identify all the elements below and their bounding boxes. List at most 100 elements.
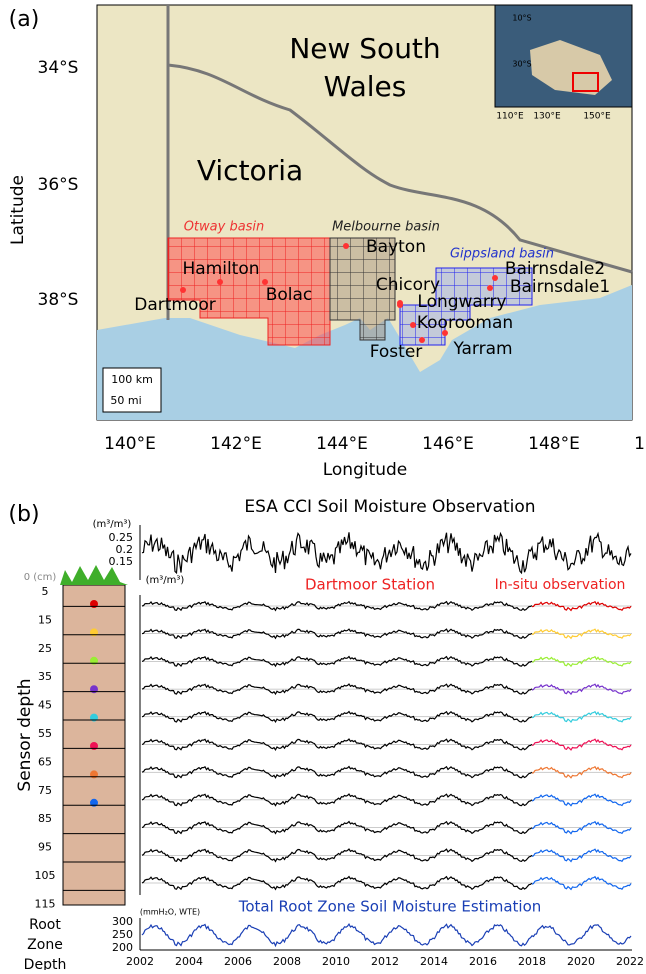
state-label: Wales bbox=[324, 70, 407, 103]
scale-label: 50 mi bbox=[110, 394, 141, 407]
station-dot bbox=[343, 243, 349, 249]
station-label: Dartmoor bbox=[134, 295, 216, 315]
station-dot bbox=[442, 330, 448, 336]
year-label: 2004 bbox=[175, 955, 203, 968]
depth-label: 55 bbox=[38, 727, 52, 740]
lon-tick-label: 142°E bbox=[210, 434, 262, 454]
inset-label: 150°E bbox=[583, 112, 611, 122]
station-label: Bolac bbox=[266, 285, 313, 305]
station-dot bbox=[397, 300, 403, 306]
depth-label: 75 bbox=[38, 784, 52, 797]
insitu-trace bbox=[531, 820, 632, 835]
model-trace bbox=[141, 875, 533, 891]
chart-title: Total Root Zone Soil Moisture Estimation bbox=[238, 898, 542, 916]
map bbox=[96, 4, 633, 421]
insitu-trace bbox=[531, 793, 632, 807]
unit-label: (m³/m³) bbox=[146, 575, 185, 586]
tick-label: 300 bbox=[112, 915, 133, 928]
station-dot bbox=[180, 287, 186, 293]
model-trace bbox=[141, 848, 533, 863]
tick-label: 250 bbox=[112, 928, 133, 941]
station-dot bbox=[262, 279, 268, 285]
unit-label: (m³/m³) bbox=[93, 519, 132, 530]
root-label: Root bbox=[29, 917, 61, 933]
year-label: 2018 bbox=[518, 955, 546, 968]
basin-label: Otway basin bbox=[184, 220, 265, 235]
station-dot bbox=[487, 285, 493, 291]
lon-tick-label: 148°E bbox=[528, 434, 580, 454]
insitu-trace bbox=[531, 875, 632, 891]
insitu-trace bbox=[531, 628, 632, 640]
year-label: 2020 bbox=[567, 955, 595, 968]
model-trace bbox=[141, 683, 533, 696]
station-label: Koorooman bbox=[417, 313, 513, 333]
model-trace bbox=[141, 710, 533, 724]
depth-label: 95 bbox=[38, 841, 52, 854]
station-label: Bairnsdale2 bbox=[505, 259, 605, 279]
state-label: New South bbox=[289, 32, 440, 65]
station-label: Longwarry bbox=[417, 292, 506, 312]
model-trace bbox=[141, 600, 533, 612]
station-label: Foster bbox=[370, 342, 423, 362]
station-dot bbox=[492, 275, 498, 281]
station-title: Dartmoor Station bbox=[305, 576, 435, 594]
depth-label: 25 bbox=[38, 642, 52, 655]
panel-label: (a) bbox=[9, 7, 40, 32]
year-label: 2010 bbox=[322, 955, 350, 968]
station-label: Bayton bbox=[366, 237, 426, 257]
model-trace bbox=[141, 820, 533, 835]
tick-label: 0.25 bbox=[109, 531, 134, 544]
tick-label: 200 bbox=[112, 941, 133, 954]
lon-tick-label: 146°E bbox=[422, 434, 474, 454]
year-label: 2002 bbox=[126, 955, 154, 968]
station-dot bbox=[410, 322, 416, 328]
station-dot bbox=[217, 279, 223, 285]
inset-label: 10°S bbox=[512, 14, 531, 23]
lat-tick-label: 36°S bbox=[38, 175, 79, 195]
model-trace bbox=[141, 628, 533, 640]
lon-tick-label: 140°E bbox=[104, 434, 156, 454]
depth-label: 35 bbox=[38, 670, 52, 683]
lon-tick-label: 150°E bbox=[634, 434, 646, 454]
insitu-title: In-situ observation bbox=[495, 577, 626, 593]
axis-title: Longitude bbox=[323, 460, 408, 480]
lon-tick-label: 144°E bbox=[316, 434, 368, 454]
axis-title: Latitude bbox=[8, 175, 28, 245]
inset-label: 110°E bbox=[496, 112, 524, 122]
inset-label: 30°S bbox=[512, 60, 531, 69]
satellite-trace bbox=[141, 531, 632, 575]
lat-tick-label: 38°S bbox=[38, 290, 79, 310]
year-label: 2016 bbox=[469, 955, 497, 968]
station-dot bbox=[419, 337, 425, 343]
model-trace bbox=[141, 793, 533, 807]
root-label: Zone bbox=[27, 937, 63, 953]
station-label: Yarram bbox=[452, 339, 512, 359]
tick-label: 0.15 bbox=[109, 555, 134, 568]
insitu-trace bbox=[531, 848, 632, 863]
depth-label: 105 bbox=[35, 869, 56, 882]
soil-column bbox=[60, 565, 128, 906]
year-label: 2022 bbox=[616, 955, 644, 968]
year-label: 2014 bbox=[420, 955, 448, 968]
surface-label: 0 (cm) bbox=[24, 572, 57, 583]
root-zone-trace bbox=[141, 922, 632, 948]
station-label: Chicory bbox=[376, 275, 440, 295]
insitu-trace bbox=[531, 600, 632, 612]
insitu-trace bbox=[531, 655, 632, 668]
year-label: 2006 bbox=[224, 955, 252, 968]
station-label: Bairnsdale1 bbox=[510, 277, 610, 297]
state-label: Victoria bbox=[197, 154, 303, 187]
insitu-trace bbox=[531, 765, 632, 779]
depth-label: 85 bbox=[38, 812, 52, 825]
panel-label: (b) bbox=[8, 502, 39, 527]
basin-label: Melbourne basin bbox=[332, 220, 440, 235]
tick-label: 0.2 bbox=[116, 543, 134, 556]
insitu-trace bbox=[531, 710, 632, 723]
station-label: Hamilton bbox=[182, 259, 259, 279]
insitu-trace bbox=[531, 683, 632, 696]
basin-label: Gippsland basin bbox=[450, 247, 554, 262]
depth-label: 5 bbox=[42, 585, 49, 598]
depth-label: 115 bbox=[35, 897, 56, 910]
inset-label: 130°E bbox=[533, 112, 561, 122]
